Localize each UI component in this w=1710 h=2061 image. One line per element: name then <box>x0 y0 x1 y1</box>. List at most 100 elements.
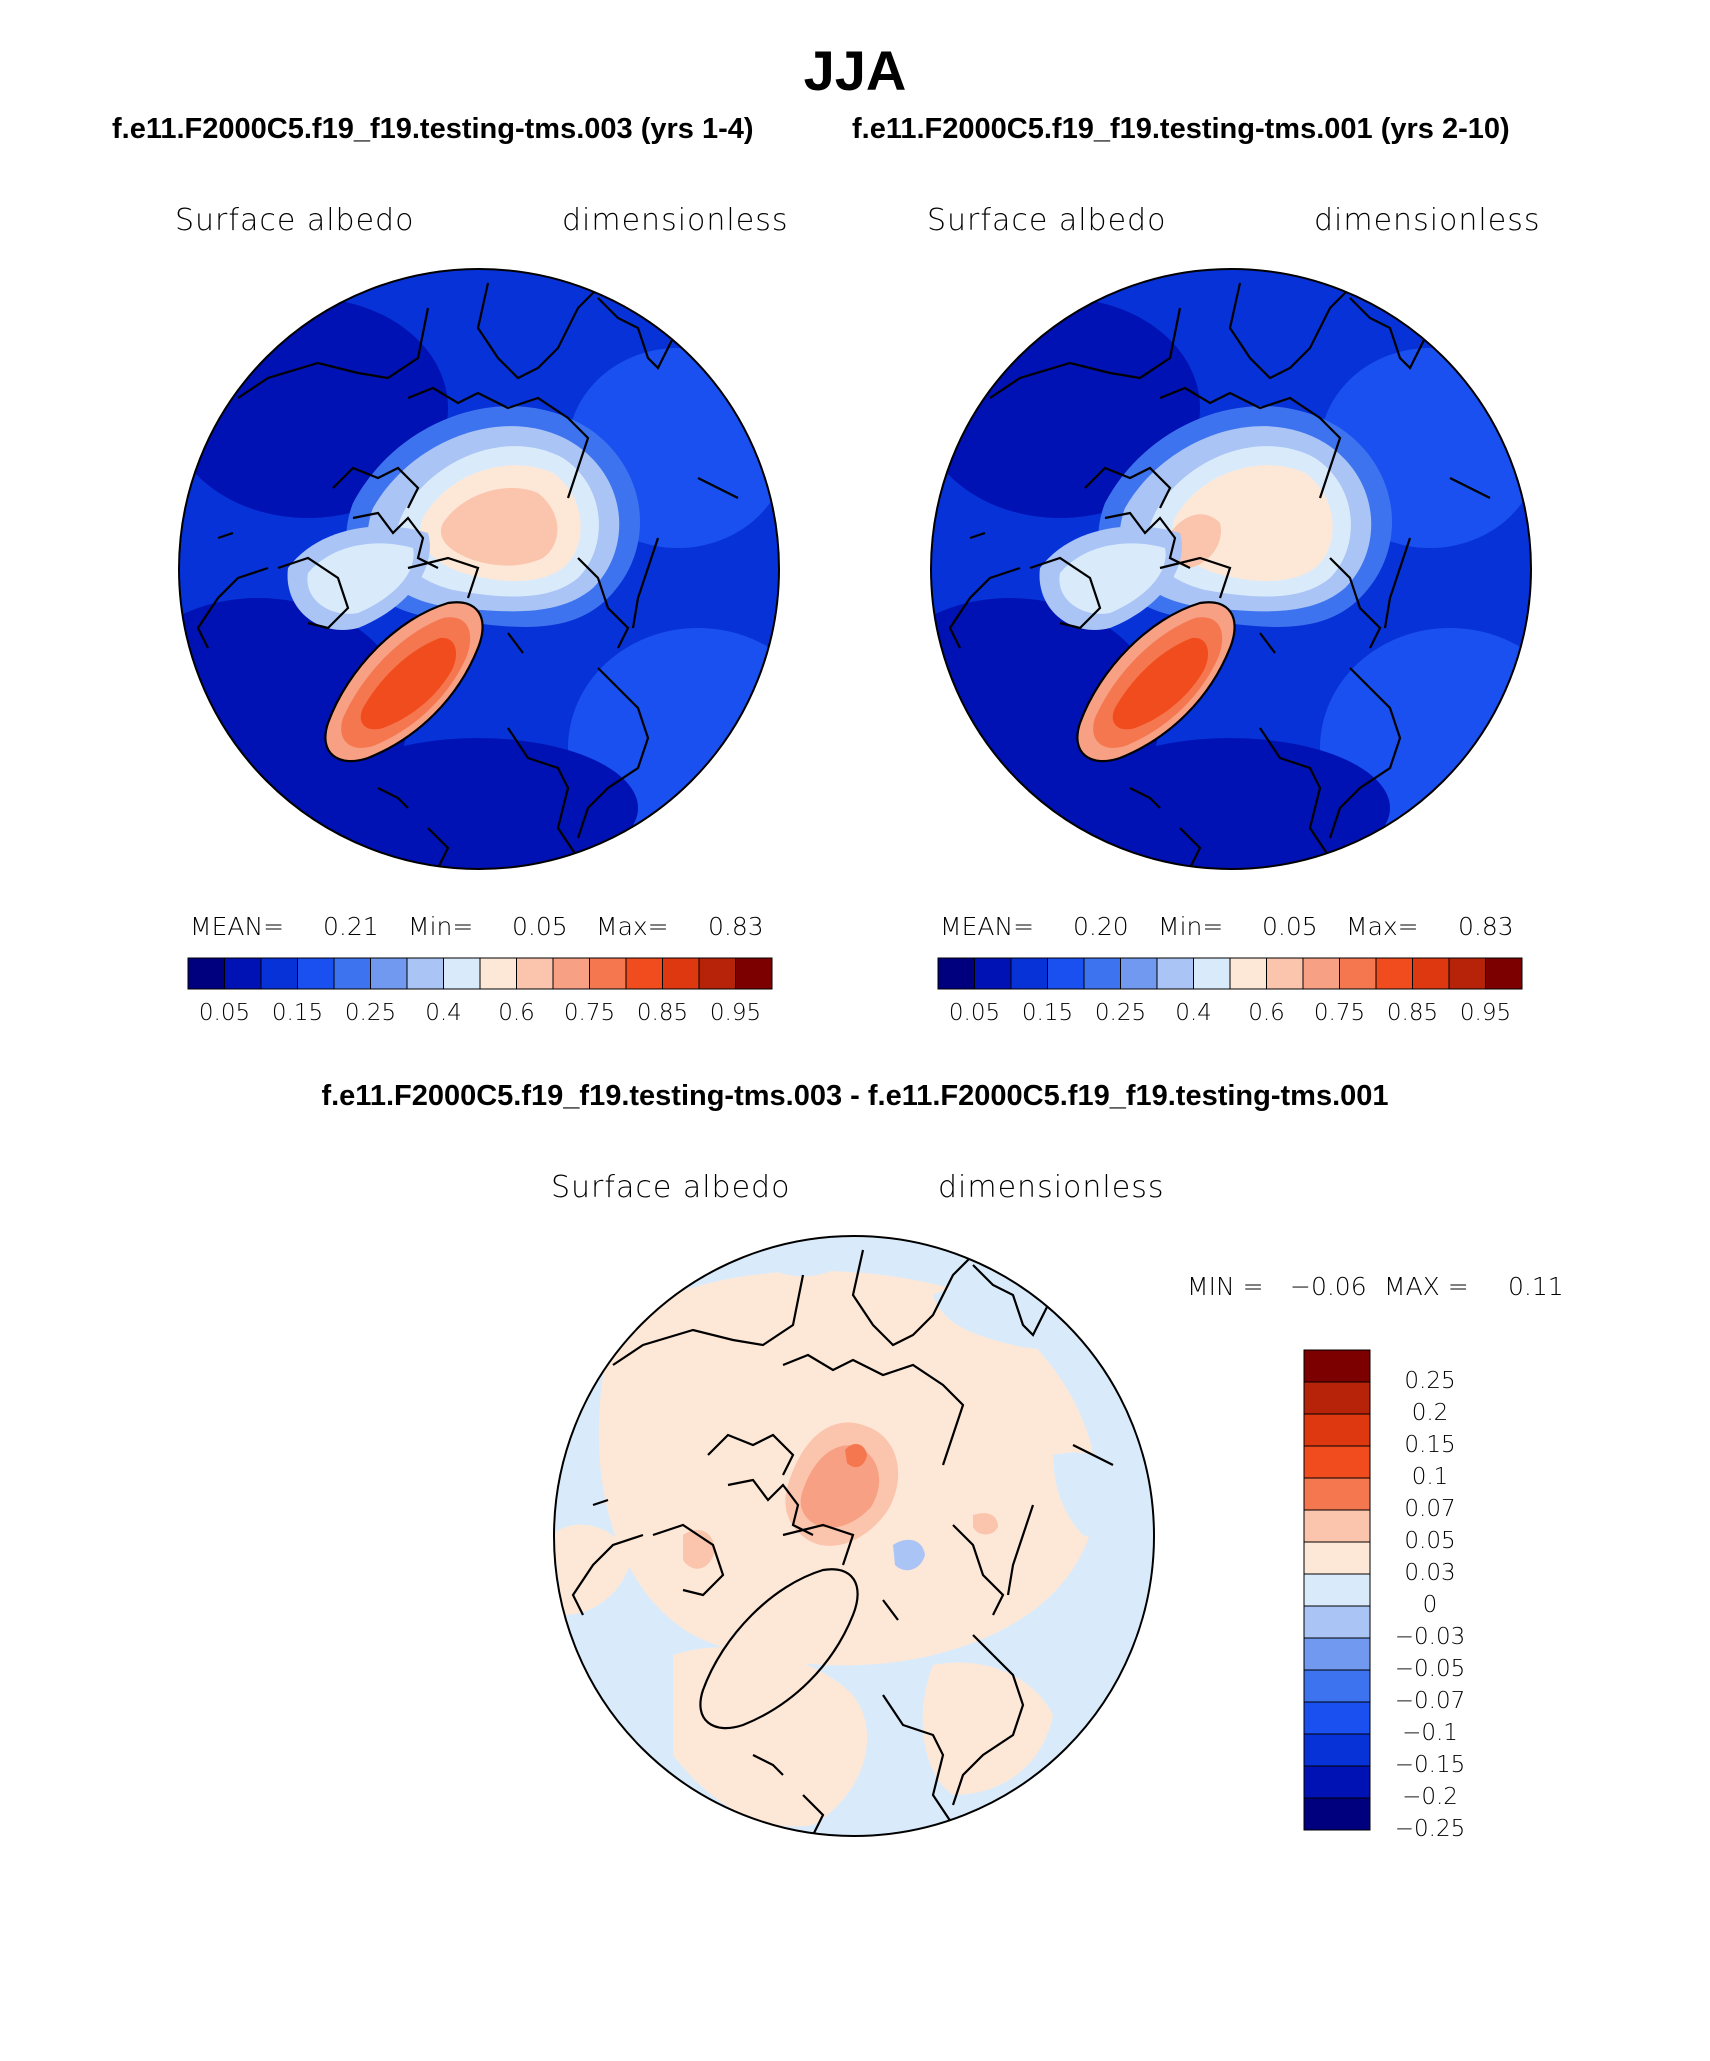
colorbar-swatch <box>1339 957 1377 990</box>
colorbar-swatch <box>1412 957 1450 990</box>
colorbar-swatch <box>224 957 262 990</box>
colorbar-tick-label: −0.03 <box>1394 1624 1466 1650</box>
colorbar-swatch <box>1229 957 1267 990</box>
left-max-value: 0.83 <box>708 912 764 941</box>
diff-variable-label: Surface albedo <box>551 1170 791 1205</box>
colorbar-swatch <box>937 957 975 990</box>
colorbar-swatch <box>1303 1349 1371 1383</box>
colorbar-swatch <box>1303 1797 1371 1831</box>
colorbar-swatch <box>297 957 335 990</box>
colorbar-swatch <box>1302 957 1340 990</box>
diff-units-label: dimensionless <box>938 1170 1165 1205</box>
colorbar-swatch <box>1193 957 1231 990</box>
colorbar-swatch <box>516 957 554 990</box>
colorbar-swatch <box>1303 1573 1371 1607</box>
colorbar-tick-label: 0.85 <box>1386 1000 1439 1026</box>
right-min-label: Min= <box>1158 912 1224 941</box>
colorbar-tick-label: −0.05 <box>1394 1656 1466 1682</box>
colorbar-swatch <box>662 957 700 990</box>
right-colorbar-ticks: 0.05 0.15 0.25 0.4 0.6 0.75 0.85 0.95 <box>938 1000 1522 1030</box>
right-colorbar <box>937 957 1523 990</box>
diff-max-label: MAX = <box>1384 1272 1469 1301</box>
colorbar-swatch <box>698 957 736 990</box>
left-case-title: f.e11.F2000C5.f19_f19.testing-tms.003 (y… <box>112 113 754 145</box>
colorbar-swatch <box>1303 1413 1371 1447</box>
colorbar-swatch <box>625 957 663 990</box>
colorbar-swatch <box>333 957 371 990</box>
colorbar-tick-label: 0.05 <box>948 1000 1001 1026</box>
right-max-value: 0.83 <box>1458 912 1514 941</box>
colorbar-tick-label: 0.25 <box>344 1000 397 1026</box>
colorbar-swatch <box>1485 957 1523 990</box>
colorbar-swatch <box>1303 1637 1371 1671</box>
colorbar-swatch <box>1303 1669 1371 1703</box>
right-max-label: Max= <box>1346 912 1419 941</box>
colorbar-swatch <box>552 957 590 990</box>
colorbar-swatch <box>187 957 225 990</box>
colorbar-swatch <box>974 957 1012 990</box>
diff-min-value: −0.06 <box>1290 1272 1367 1301</box>
diff-colorbar <box>1303 1349 1371 1831</box>
colorbar-tick-label: 0.85 <box>636 1000 689 1026</box>
colorbar-swatch <box>1303 1509 1371 1543</box>
colorbar-swatch <box>1156 957 1194 990</box>
colorbar-tick-label: 0.4 <box>425 1000 462 1026</box>
right-units-label: dimensionless <box>1314 203 1541 238</box>
left-max-label: Max= <box>596 912 669 941</box>
colorbar-tick-label: −0.1 <box>1402 1720 1458 1746</box>
colorbar-swatch <box>589 957 627 990</box>
colorbar-tick-label: 0.05 <box>198 1000 251 1026</box>
figure-title: JJA <box>803 39 907 102</box>
colorbar-tick-label: 0.07 <box>1404 1496 1456 1522</box>
colorbar-tick-label: 0.15 <box>271 1000 324 1026</box>
colorbar-tick-label: 0.2 <box>1411 1400 1449 1426</box>
colorbar-tick-label: 0.25 <box>1404 1368 1456 1394</box>
colorbar-swatch <box>1303 1477 1371 1511</box>
right-mean-value: 0.20 <box>1073 912 1129 941</box>
colorbar-tick-label: 0.15 <box>1021 1000 1074 1026</box>
diff-polar-map <box>553 1235 1155 1837</box>
colorbar-tick-label: 0.6 <box>1248 1000 1285 1026</box>
colorbar-tick-label: 0.03 <box>1404 1560 1456 1586</box>
colorbar-swatch <box>479 957 517 990</box>
colorbar-swatch <box>1303 1701 1371 1735</box>
colorbar-swatch <box>1303 1605 1371 1639</box>
right-mean-label: MEAN= <box>940 912 1035 941</box>
colorbar-tick-label: 0.75 <box>563 1000 616 1026</box>
colorbar-tick-label: −0.25 <box>1394 1816 1466 1842</box>
colorbar-swatch <box>1047 957 1085 990</box>
colorbar-swatch <box>735 957 773 990</box>
left-mean-label: MEAN= <box>190 912 285 941</box>
colorbar-tick-label: 0.05 <box>1404 1528 1456 1554</box>
colorbar-swatch <box>443 957 481 990</box>
left-mean-value: 0.21 <box>323 912 379 941</box>
colorbar-swatch <box>1448 957 1486 990</box>
colorbar-swatch <box>406 957 444 990</box>
colorbar-swatch <box>1303 1765 1371 1799</box>
colorbar-swatch <box>260 957 298 990</box>
diff-colorbar-ticks: 0.25 0.2 0.15 0.1 0.07 0.05 0.03 0 −0.03 −0.05 −0.… <box>1380 1350 1500 1842</box>
colorbar-swatch <box>1303 1541 1371 1575</box>
right-variable-label: Surface albedo <box>927 203 1167 238</box>
colorbar-swatch <box>370 957 408 990</box>
right-polar-map <box>930 268 1532 870</box>
colorbar-swatch <box>1010 957 1048 990</box>
left-colorbar <box>187 957 773 990</box>
left-polar-map <box>178 268 780 870</box>
colorbar-tick-label: 0.95 <box>1459 1000 1512 1026</box>
colorbar-tick-label: 0.95 <box>709 1000 762 1026</box>
colorbar-swatch <box>1303 1733 1371 1767</box>
colorbar-tick-label: 0.15 <box>1404 1432 1456 1458</box>
right-case-title: f.e11.F2000C5.f19_f19.testing-tms.001 (y… <box>852 113 1510 145</box>
diff-min-label: MIN = <box>1187 1272 1264 1301</box>
colorbar-tick-label: −0.2 <box>1402 1784 1458 1810</box>
diff-case-title: f.e11.F2000C5.f19_f19.testing-tms.003 - … <box>321 1080 1389 1112</box>
colorbar-swatch <box>1266 957 1304 990</box>
colorbar-tick-label: 0.25 <box>1094 1000 1147 1026</box>
left-colorbar-ticks: 0.05 0.15 0.25 0.4 0.6 0.75 0.85 0.95 <box>188 1000 772 1030</box>
diff-max-value: 0.11 <box>1508 1272 1564 1301</box>
colorbar-tick-label: 0.75 <box>1313 1000 1366 1026</box>
colorbar-swatch <box>1120 957 1158 990</box>
left-min-label: Min= <box>408 912 474 941</box>
colorbar-swatch <box>1375 957 1413 990</box>
